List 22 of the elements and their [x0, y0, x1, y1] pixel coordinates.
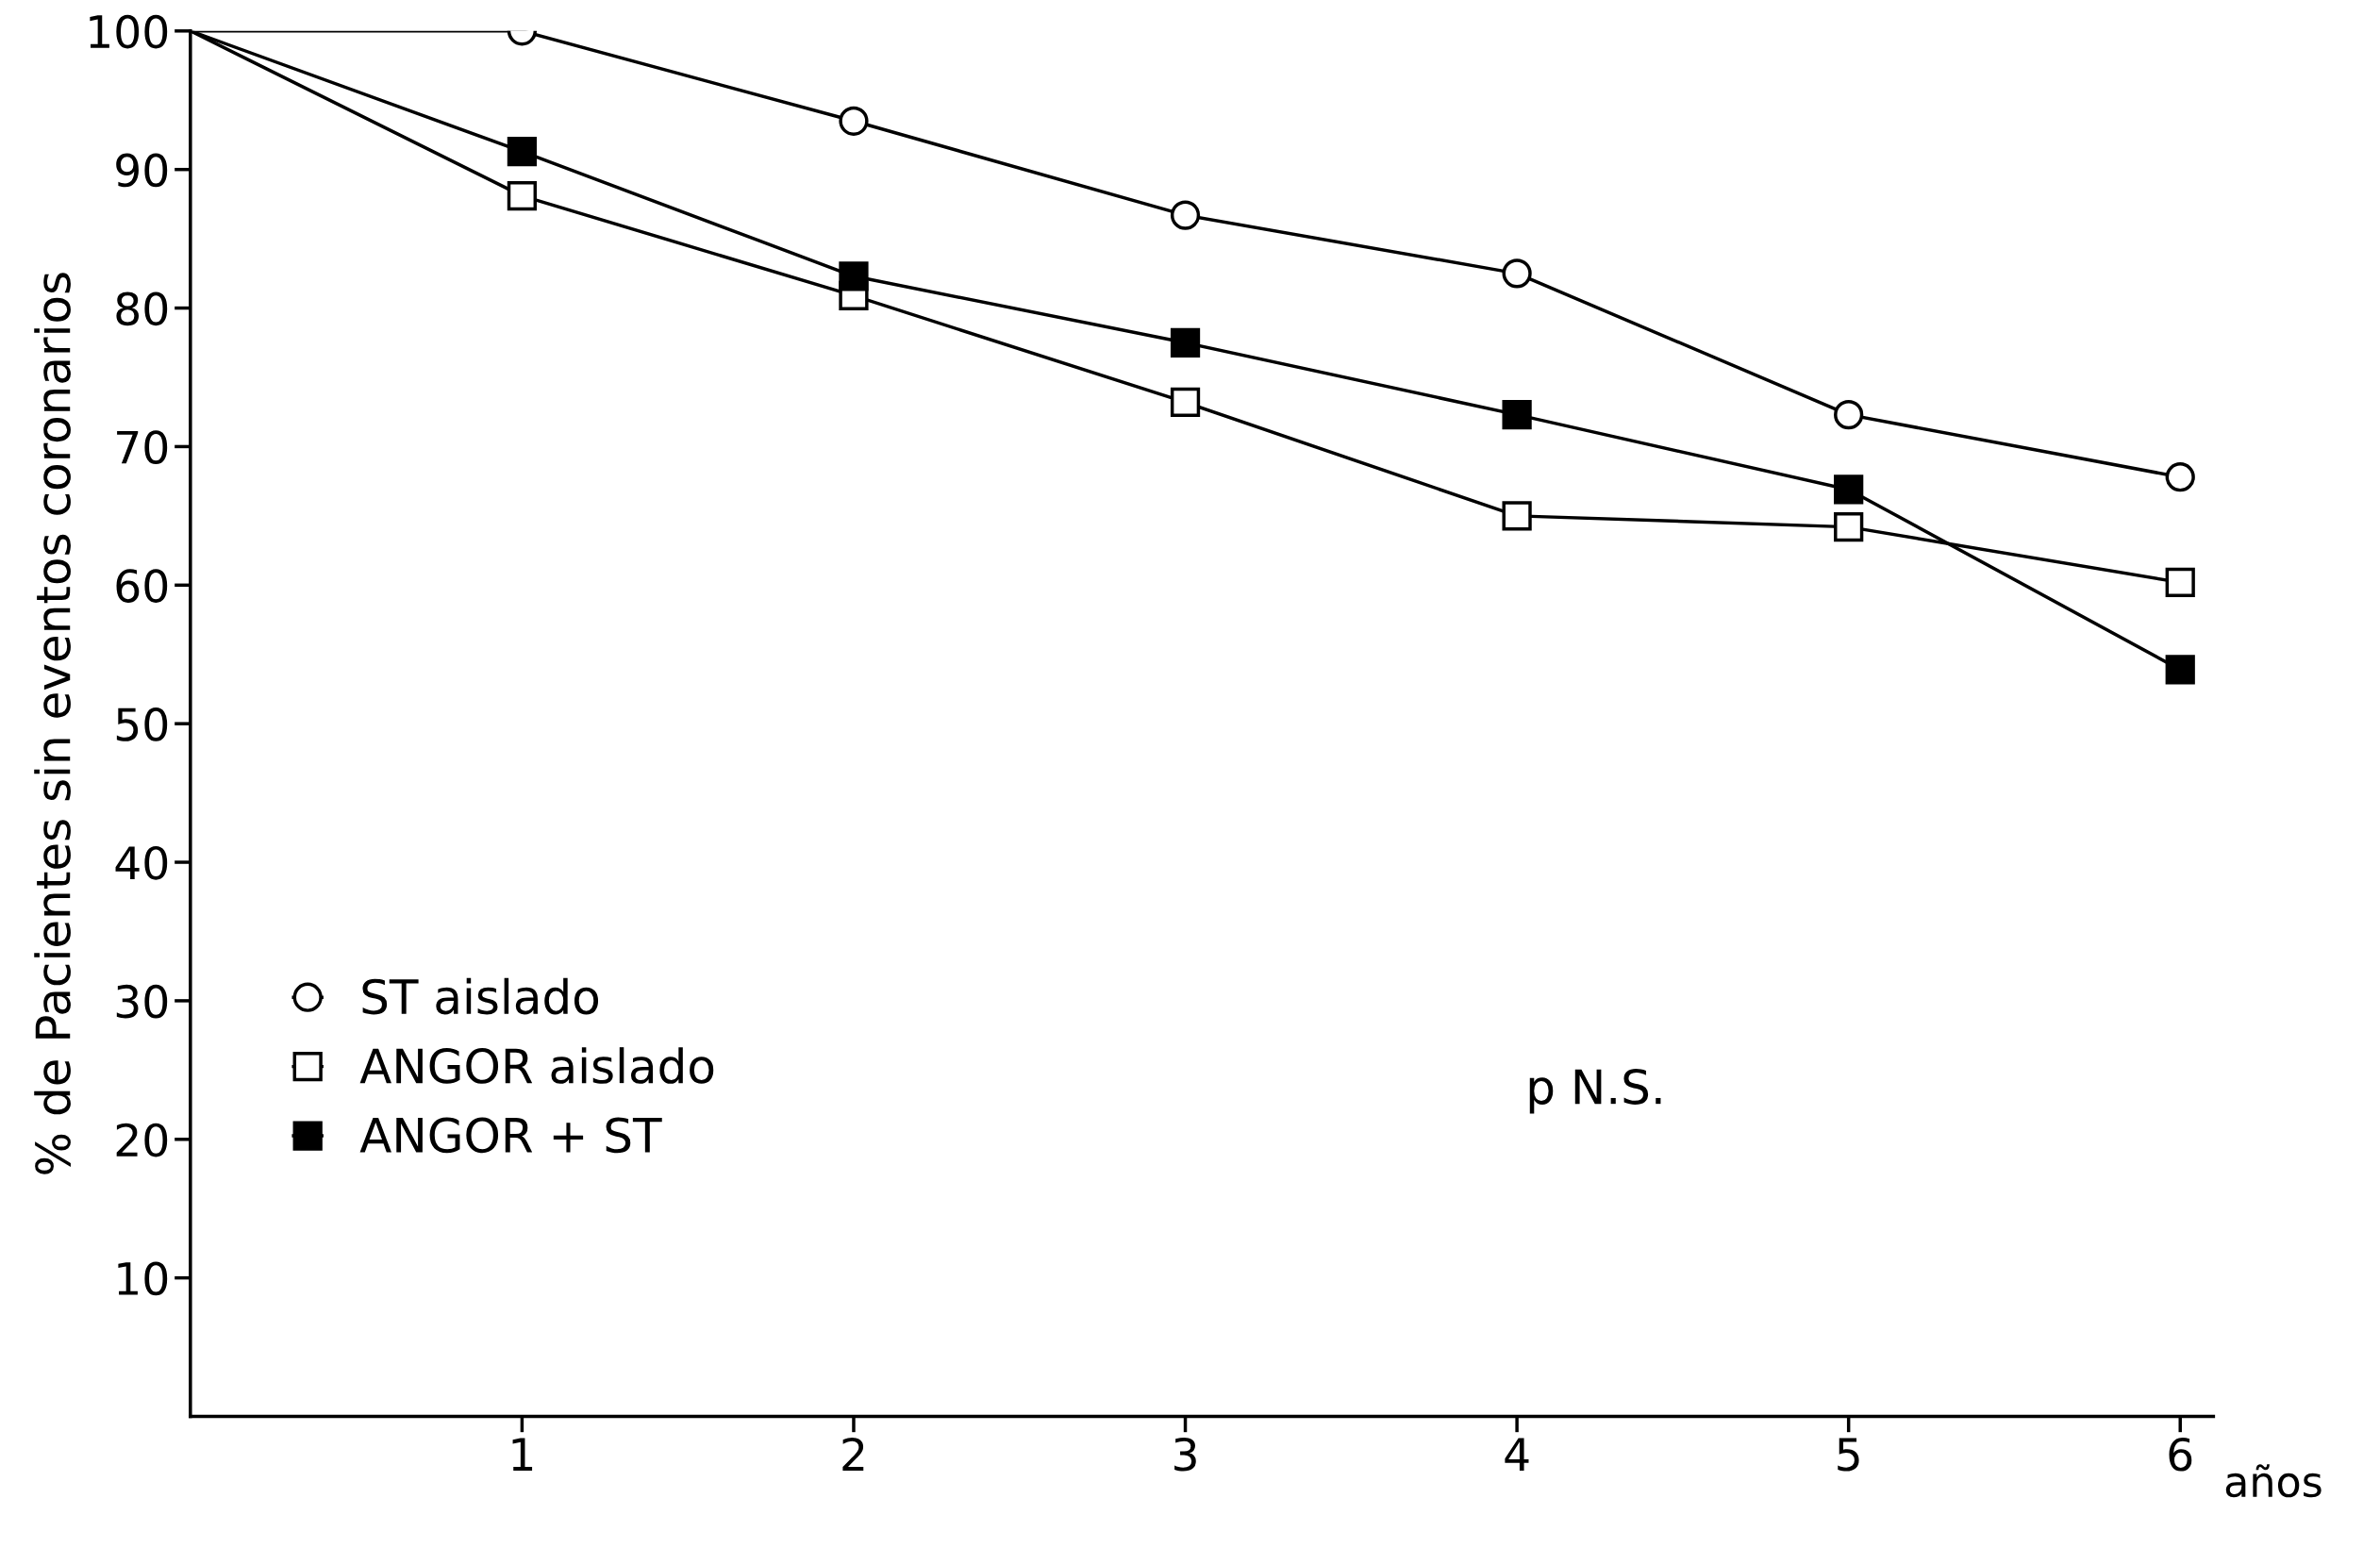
legend-label: ST aislado: [362, 977, 599, 1015]
legend-label: ANGOR aislado: [359, 1047, 714, 1084]
x-tick-label: 3: [1174, 1437, 1196, 1472]
y-tick-label: 40: [115, 845, 168, 880]
annotation: p N.S.: [1529, 1069, 1661, 1114]
y-tick-label: 80: [116, 291, 168, 326]
x-tick-label: 4: [1505, 1438, 1529, 1471]
y-tick-label: 70: [117, 430, 168, 465]
x-tick-label: 2: [842, 1437, 864, 1471]
y-tick-label: 10: [118, 1261, 168, 1296]
y-tick-label: 90: [116, 153, 168, 188]
y-tick-label: 20: [116, 1123, 168, 1157]
x-axis-title: años: [2225, 1464, 2322, 1498]
legend-label: ANGOR + ST: [359, 1117, 662, 1154]
x-tick-label: 6: [2169, 1437, 2192, 1472]
x-tick-label: 5: [1838, 1438, 1859, 1472]
y-tick-label: 100: [90, 14, 168, 49]
y-tick-label: 60: [116, 569, 168, 603]
y-tick-label: 30: [116, 984, 168, 1019]
y-tick-label: 50: [116, 707, 168, 741]
y-axis-title: % de Pacientes sin eventos coronarios: [34, 273, 71, 1174]
x-tick-label: 1: [512, 1438, 533, 1471]
